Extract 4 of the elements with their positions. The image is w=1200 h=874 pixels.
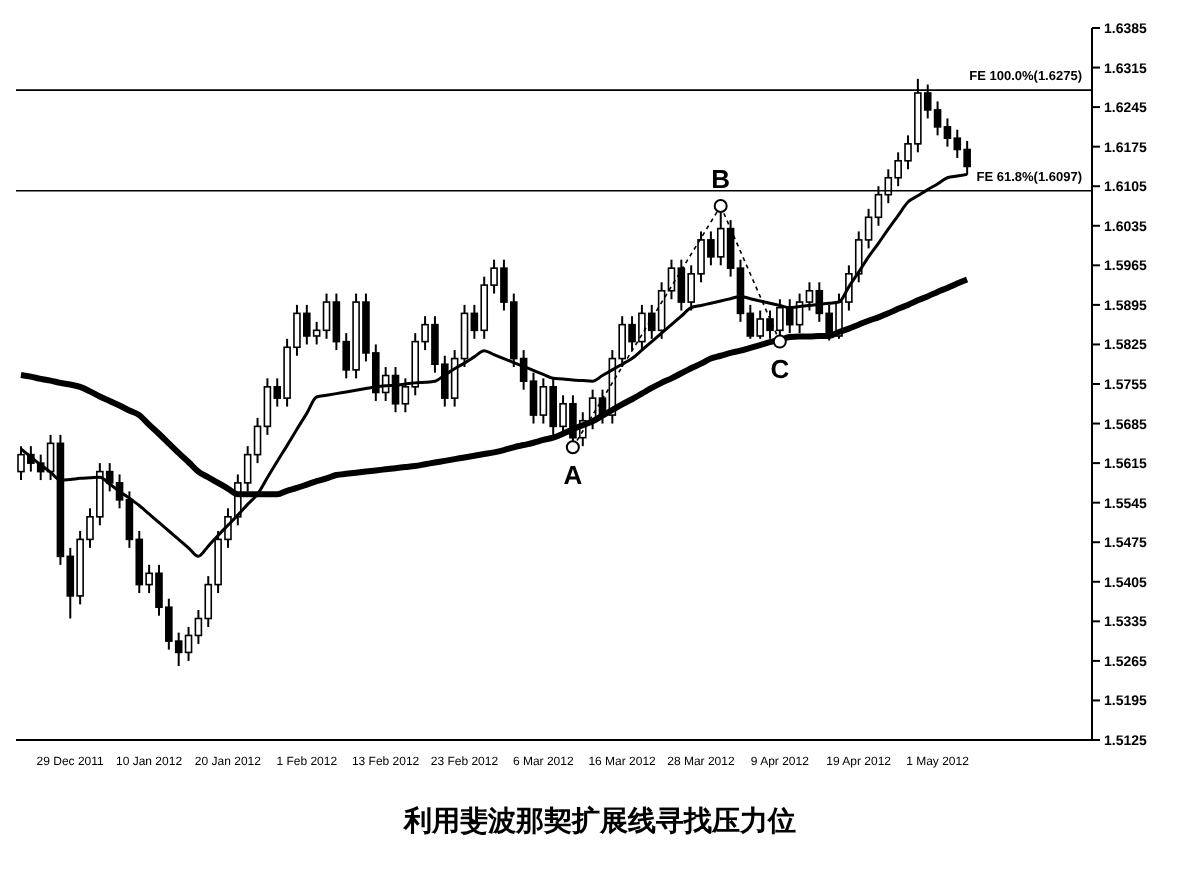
- annotation: B: [711, 164, 731, 194]
- annotation: A: [563, 459, 584, 490]
- text: 利用斐波那契扩展线寻找压力位: [401, 804, 798, 840]
- annotation: C: [770, 354, 791, 385]
